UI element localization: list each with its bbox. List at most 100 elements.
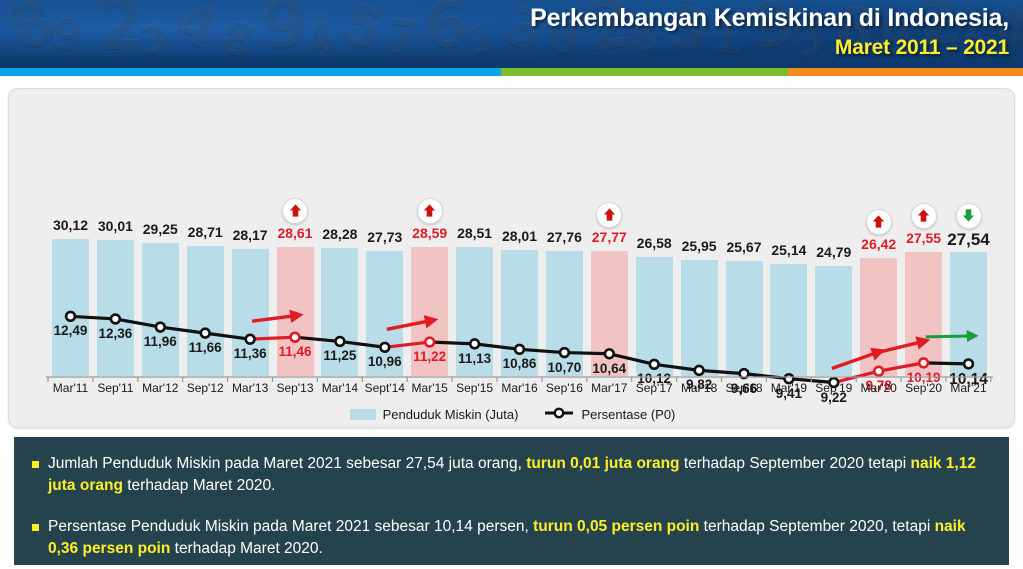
bar-value-label: 26,58 [636, 234, 672, 251]
bar-Mar14 [321, 248, 359, 376]
x-axis-label: Sep'20 [905, 381, 943, 395]
line-value-label: 11,66 [188, 340, 222, 356]
summary-text: Persentase Penduduk Miskin pada Maret 20… [48, 517, 534, 535]
line-value-label: 9,66 [730, 380, 758, 396]
bar-value-label: 28,51 [457, 225, 493, 242]
x-axis-label: Sep'19 [815, 381, 853, 395]
bar-value-label: 27,77 [591, 228, 627, 245]
line-value-label: 9,78 [865, 378, 892, 394]
x-axis-label: Mar'14 [321, 381, 359, 395]
highlighted-phrase: turun 0,01 juta orang [526, 455, 680, 472]
bar-value-label: 28,71 [187, 224, 223, 241]
highlighted-phrase: naik 0,36 persen poin [48, 517, 966, 558]
page-title: Perkembangan Kemiskinan di Indonesia, [530, 4, 1009, 32]
x-axis-label: Sept'14 [364, 381, 405, 395]
line-value-label: 11,25 [323, 348, 357, 364]
legend-label-bar: Penduduk Miskin (Juta) [382, 406, 519, 422]
line-value-label: 11,36 [233, 346, 267, 362]
bar-value-label: 27,76 [546, 228, 582, 245]
line-value-label: 12,49 [53, 323, 88, 339]
x-axis-label: Sep'11 [97, 381, 134, 395]
bar-value-label: 27,54 [947, 229, 990, 249]
line-value-label: 10,14 [949, 370, 988, 388]
bar-value-label: 25,14 [771, 241, 807, 258]
x-axis [46, 376, 993, 382]
line-value-label: 11,13 [458, 350, 492, 366]
line-value-label: 10,64 [592, 360, 627, 376]
arrow-up-icon [865, 208, 892, 235]
legend-item-line: Persentase (P0) [544, 407, 675, 422]
line-value-label: 10,12 [637, 371, 672, 387]
bullet-square-icon [32, 523, 39, 531]
bar-value-label: 27,55 [906, 229, 942, 246]
arrow-up-icon [416, 197, 443, 224]
summary-text: terhadap Maret 2020. [170, 540, 323, 558]
summary-text: Jumlah Penduduk Miskin pada Maret 2021 s… [48, 455, 527, 472]
line-value-label: 11,96 [143, 334, 177, 350]
bar-value-label: 30,01 [97, 217, 133, 234]
bar-value-label: 28,61 [277, 224, 313, 241]
highlighted-phrase: turun 0,05 persen poin [533, 517, 700, 535]
summary-bullet-2-text: Persentase Penduduk Miskin pada Maret 20… [48, 516, 991, 561]
page-subtitle: Maret 2011 – 2021 [834, 36, 1009, 59]
bar-value-label: 29,25 [142, 221, 178, 238]
color-stripe [0, 68, 1023, 76]
x-axis-label: Sep'18 [725, 381, 763, 395]
legend-item-bar: Penduduk Miskin (Juta) [349, 406, 519, 422]
x-axis-label: Sep'16 [545, 381, 583, 395]
x-axis-label: Mar'17 [591, 381, 628, 395]
bar-value-label: 25,67 [726, 239, 762, 256]
summary-bullet-1: Jumlah Penduduk Miskin pada Maret 2021 s… [14, 437, 1009, 498]
arrow-down-icon [955, 202, 982, 229]
legend-swatch-bar [349, 408, 376, 420]
bar-Sep12 [186, 246, 224, 376]
line-value-label: 9,82 [685, 377, 713, 393]
summary-panel: Jumlah Penduduk Miskin pada Maret 2021 s… [14, 437, 1009, 565]
arrow-up-icon [282, 197, 308, 224]
x-axis-labels: Mar'11 Sep'11 Mar'12 Sep'12 Mar'13 Sep'13 Mar'… [9, 381, 1016, 399]
bar-Mar21 [950, 251, 987, 376]
percentage-line-series [64, 309, 979, 389]
line-value-label: 12,36 [98, 325, 133, 341]
arrow-up-icon [910, 202, 937, 229]
arrow-up-icon [596, 201, 623, 228]
x-axis-label: Mar'16 [501, 381, 538, 395]
bullet-square-icon [32, 461, 39, 468]
bar-Sept14 [366, 250, 404, 376]
legend-label-line: Persentase (P0) [581, 406, 676, 422]
x-axis-label: Mar'18 [680, 381, 718, 395]
legend-marker-line [544, 407, 574, 422]
line-value-label: 11,46 [278, 344, 312, 360]
x-axis-label: Sep'13 [276, 381, 314, 395]
x-axis-label: Mar'15 [411, 381, 448, 395]
chart-plot-area: 30,12 30,01 29,25 28,71 28,17 28,61 28,28 27,73… [9, 89, 1016, 429]
line-value-label: 10,86 [502, 356, 537, 372]
summary-bullet-1-text: Jumlah Penduduk Miskin pada Maret 2021 s… [48, 453, 991, 498]
bar-value-label: 26,42 [861, 235, 897, 252]
line-value-label: 10,96 [367, 354, 402, 370]
stripe-segment-blue [0, 68, 502, 76]
stripe-segment-orange [787, 68, 1023, 76]
line-value-label: 10,70 [547, 359, 582, 375]
x-axis-label: Mar'21 [950, 381, 987, 395]
bar-value-label: 28,28 [322, 226, 358, 243]
summary-bullet-2: Persentase Penduduk Miskin pada Maret 20… [14, 498, 1009, 561]
summary-text: terhadap September 2020 tetapi [679, 455, 911, 472]
x-axis-label: Mar'12 [142, 381, 179, 395]
bar-Mar15 [411, 246, 449, 376]
bar-value-label: 25,95 [681, 237, 717, 254]
bar-Mar13 [231, 248, 269, 376]
highlighted-phrase: naik 1,12 juta orang [48, 455, 976, 495]
chart-card: 30,12 30,01 29,25 28,71 28,17 28,61 28,28 27,73… [8, 88, 1015, 428]
line-value-label: 9,41 [775, 385, 803, 401]
x-axis-label: Mar'19 [770, 381, 808, 395]
chart-legend: Penduduk Miskin (Juta) Persentase (P0) [9, 403, 1016, 425]
summary-text: terhadap September 2020, tetapi [699, 517, 935, 535]
bar-Mar19 [770, 263, 808, 376]
bar-Mar18 [680, 259, 718, 376]
bar-value-label: 30,12 [52, 217, 89, 233]
bar-Sep19 [815, 265, 853, 376]
bar-Sep20 [905, 251, 943, 376]
